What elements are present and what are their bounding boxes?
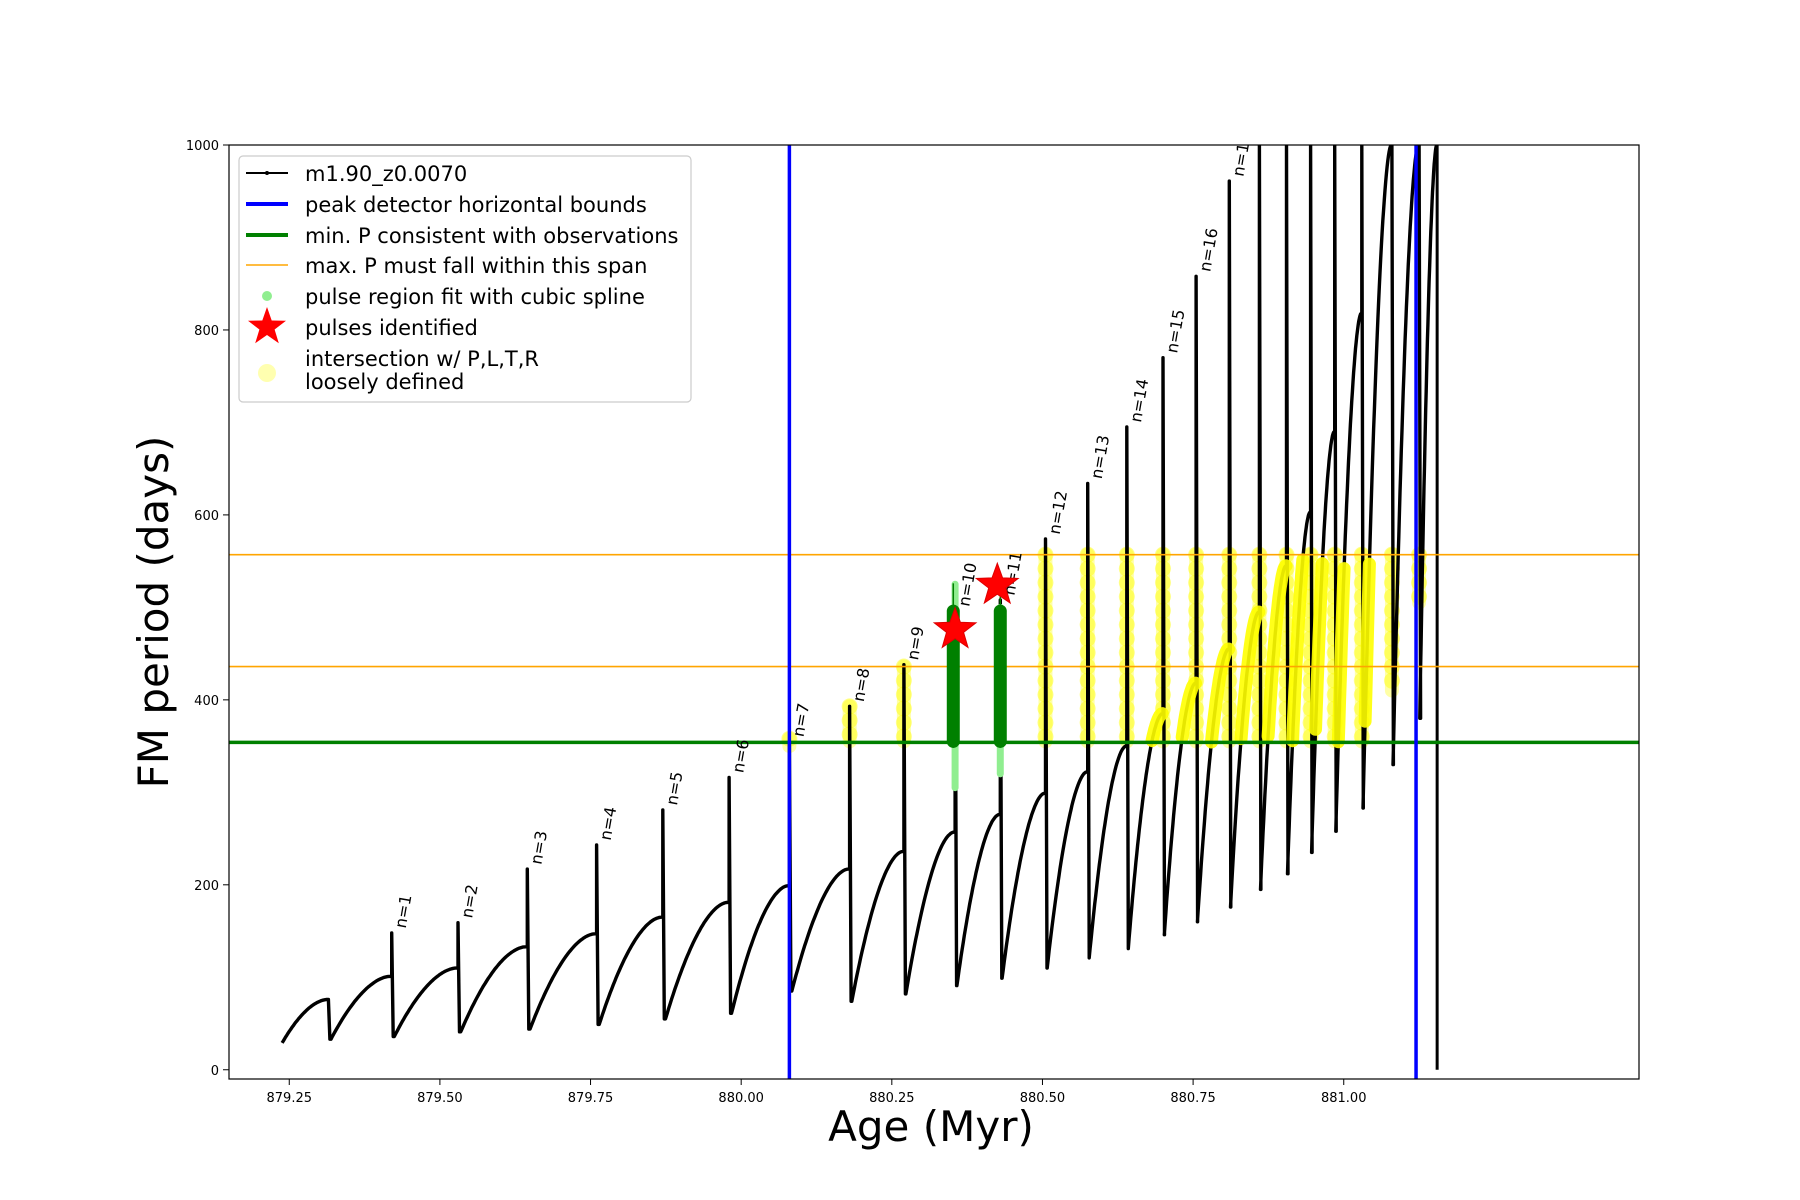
y-tick-label: 1000 bbox=[186, 139, 219, 154]
intersection-arc bbox=[1358, 557, 1376, 728]
legend-label: intersection w/ P,L,T,R bbox=[305, 347, 539, 371]
y-tick-label: 0 bbox=[211, 1064, 219, 1079]
legend-marker-dot bbox=[265, 171, 269, 175]
intersection-arc bbox=[1234, 605, 1266, 746]
model-curve bbox=[280, 145, 1439, 1044]
intersection-arc bbox=[1286, 553, 1310, 748]
plot-area: n=1 n=2n=3n=4n=5n=6n=7n=8n=9n=10 n=11n=12n… bbox=[229, 145, 1639, 1079]
intersection-arc bbox=[1145, 707, 1169, 748]
legend-box bbox=[238, 155, 692, 403]
intersection-arc bbox=[1261, 559, 1293, 743]
legend-label: pulses identified bbox=[305, 316, 478, 340]
y-tick-label: 600 bbox=[194, 509, 219, 524]
intersection-arc bbox=[1175, 676, 1202, 744]
pulse-star bbox=[932, 606, 978, 649]
legend-marker bbox=[262, 291, 272, 301]
intersection-arc bbox=[1309, 557, 1329, 736]
x-tick-label: 881.00 bbox=[1321, 1091, 1367, 1106]
x-tick-label: 879.50 bbox=[417, 1091, 463, 1106]
legend-label: m1.90_z0.0070 bbox=[305, 162, 467, 187]
x-tick-label: 880.25 bbox=[869, 1091, 915, 1106]
legend-label: min. P consistent with observations bbox=[305, 224, 678, 248]
x-tick-label: 879.75 bbox=[568, 1091, 614, 1106]
x-tick-label: 879.25 bbox=[267, 1091, 313, 1106]
legend-label: loosely defined bbox=[305, 370, 464, 394]
x-axis-title: Age (Myr) bbox=[828, 1102, 1034, 1151]
legend-label: peak detector horizontal bounds bbox=[305, 193, 647, 217]
plot-frame bbox=[228, 144, 1640, 1080]
x-tick-label: 880.00 bbox=[718, 1091, 764, 1106]
y-tick-label: 400 bbox=[194, 694, 219, 709]
y-tick-label: 800 bbox=[194, 324, 219, 339]
y-tick-label: 200 bbox=[194, 879, 219, 894]
intersection-arc bbox=[1205, 642, 1236, 749]
axes: 879.25 879.50 879.75 880.00 880.25 880.50 880.… bbox=[186, 139, 1367, 1106]
x-tick-label: 880.50 bbox=[1020, 1091, 1066, 1106]
pulse-star bbox=[974, 561, 1020, 605]
intersection-arc bbox=[1331, 562, 1351, 749]
y-axis-title: FM period (days) bbox=[129, 436, 178, 789]
legend-label: pulse region fit with cubic spline bbox=[305, 285, 645, 309]
legend-label: max. P must fall within this span bbox=[305, 254, 647, 278]
legend-marker bbox=[258, 364, 276, 382]
legend-marker-star bbox=[248, 307, 286, 344]
x-tick-label: 880.75 bbox=[1170, 1091, 1216, 1106]
